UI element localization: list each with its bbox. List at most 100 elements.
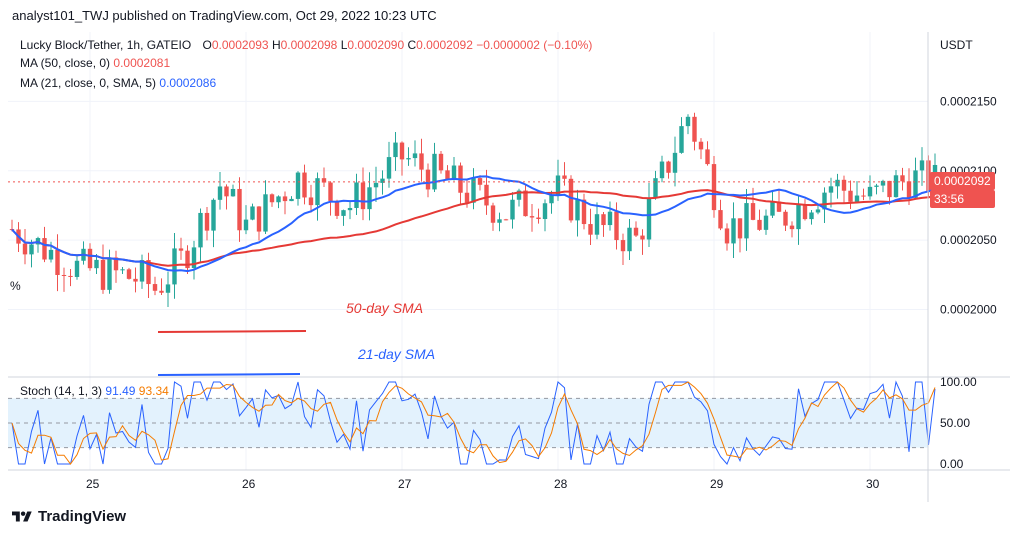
stoch-band-layer: [8, 397, 928, 449]
candle-body: [74, 260, 80, 277]
candle-body: [217, 186, 223, 200]
price-tick-label: 0.0002000: [940, 303, 997, 317]
candle-body: [815, 209, 821, 213]
candle-layer: [9, 112, 938, 308]
candle-body: [906, 181, 912, 198]
candle-body: [750, 203, 756, 220]
candle-body: [653, 178, 658, 199]
candle-body: [789, 225, 795, 230]
legend-symbol[interactable]: Lucky Block/Tether, 1h, GATEIO: [20, 38, 192, 52]
price-tick-label: 0.0002150: [940, 94, 997, 108]
candle-body: [490, 205, 496, 223]
candle-body: [55, 249, 60, 275]
candle-body: [399, 142, 405, 160]
candle-body: [919, 160, 925, 171]
candle-body: [672, 152, 678, 173]
candle-body: [360, 182, 366, 210]
candle-body: [692, 116, 697, 142]
bar-countdown: 33:56: [930, 190, 995, 208]
legend-main-row: Lucky Block/Tether, 1h, GATEIO O0.000209…: [20, 38, 592, 52]
candle-body: [276, 196, 281, 203]
tradingview-brand-text: TradingView: [38, 508, 127, 525]
time-tick-label: 27: [398, 477, 412, 491]
candle-body: [828, 186, 834, 193]
candle-body: [295, 172, 301, 199]
candle-body: [282, 196, 288, 202]
candle-body: [666, 161, 671, 173]
candle-body: [477, 178, 483, 185]
candle-body: [757, 219, 762, 230]
candle-body: [711, 164, 717, 211]
tradingview-footer[interactable]: TradingView: [12, 508, 126, 525]
candle-body: [250, 206, 255, 220]
candle-body: [523, 190, 528, 217]
candle-body: [594, 214, 600, 235]
stoch-layer: [11, 380, 936, 465]
last-price-value: 0.0002092: [930, 172, 995, 190]
candle-body: [302, 172, 307, 198]
candle-body: [529, 216, 535, 218]
sma50-annotation-text: 50-day SMA: [346, 300, 423, 316]
candle-body: [575, 199, 580, 221]
legend-ma50-row[interactable]: MA (50, close, 0) 0.0002081: [20, 56, 170, 70]
candle-body: [224, 186, 229, 197]
candle-body: [887, 180, 892, 198]
candle-body: [893, 175, 899, 198]
candle-body: [451, 165, 457, 181]
candle-body: [347, 207, 353, 211]
legend-open: 0.0002093: [211, 38, 269, 52]
candle-body: [484, 184, 489, 206]
legend-ma50-label: MA (50, close, 0): [20, 56, 111, 70]
candle-body: [419, 153, 424, 170]
candle-body: [861, 195, 866, 197]
candle-body: [432, 153, 437, 190]
candle-body: [263, 194, 268, 232]
candle-body: [289, 198, 294, 202]
stoch-tick-label: 0.00: [940, 457, 964, 471]
candle-body: [744, 203, 749, 239]
candle-body: [412, 153, 418, 159]
candle-body: [874, 185, 879, 187]
candle-body: [237, 188, 242, 231]
candle-body: [256, 206, 262, 232]
legend-low: 0.0002090: [347, 38, 405, 52]
candle-body: [152, 284, 158, 291]
candle-body: [367, 187, 372, 210]
candle-body: [113, 257, 119, 271]
candle-body: [438, 153, 444, 171]
candle-body: [230, 188, 236, 197]
candle-body: [783, 211, 788, 226]
candle-body: [393, 142, 398, 158]
candle-body: [328, 182, 333, 201]
candle-body: [659, 161, 665, 179]
candle-body: [172, 248, 177, 285]
chart-frame: 0.0002150 0.0002100 0.0002050 0.0002000 25 26…: [8, 32, 1010, 502]
candle-body: [737, 218, 743, 239]
candle-body: [900, 175, 905, 182]
candle-body: [61, 274, 67, 276]
candle-body: [503, 219, 509, 221]
candle-body: [185, 250, 190, 269]
candle-body: [822, 192, 827, 210]
legend-stoch-row[interactable]: Stoch (14, 1, 3) 91.49 93.34: [20, 384, 169, 398]
candle-body: [601, 214, 606, 226]
legend-change: −0.0000002 (−0.10%): [476, 38, 593, 52]
candle-body: [770, 201, 775, 216]
legend-ohlc: O0.0002093 H0.0002098 L0.0002090 C0.0002…: [202, 38, 593, 52]
candle-body: [315, 178, 320, 206]
candle-body: [406, 158, 411, 160]
candle-body: [763, 215, 769, 230]
price-tick-label: 0.0002050: [940, 233, 997, 247]
legend-ma21-row[interactable]: MA (21, close, 0, SMA, 5) 0.0002086: [20, 76, 216, 90]
candle-body: [87, 248, 93, 269]
candle-body: [724, 228, 730, 244]
candle-body: [198, 212, 203, 248]
candle-body: [146, 260, 151, 285]
candle-body: [120, 269, 125, 271]
candle-body: [269, 194, 275, 203]
candle-body: [22, 243, 28, 255]
candle-body: [334, 200, 340, 216]
candle-body: [633, 227, 639, 236]
candle-body: [139, 260, 145, 282]
